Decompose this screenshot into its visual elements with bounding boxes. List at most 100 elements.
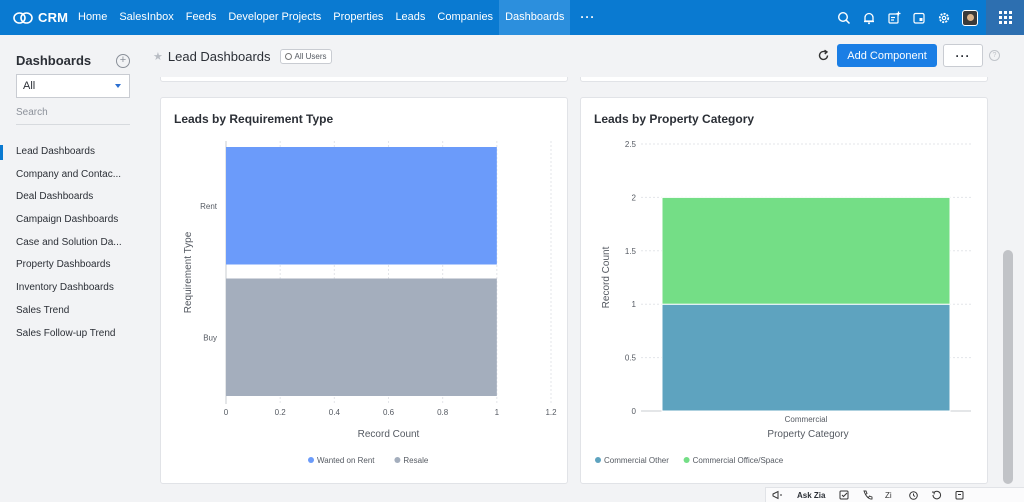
apps-grid-icon[interactable]: [986, 0, 1024, 35]
more-options-button[interactable]: ···: [943, 44, 983, 67]
nav-more-button[interactable]: ···: [580, 10, 596, 24]
history-icon[interactable]: [925, 488, 948, 502]
y-tick-label: 1: [632, 300, 637, 309]
sidebar-item-deal-dashboards[interactable]: Deal Dashboards: [16, 191, 94, 203]
svg-text:Zi: Zi: [885, 491, 892, 500]
chart-card-property-category: Leads by Property Category 0 0.5 1 1.5 2 2.5 C…: [580, 97, 988, 484]
nav-salesinbox[interactable]: SalesInbox: [119, 11, 174, 23]
requirement-type-chart: 0 0.2 0.4 0.6 0.8 1 1.2 Rent Buy Record Count Requ…: [183, 141, 557, 465]
notes-icon[interactable]: [948, 488, 971, 502]
bar-commercial-commercial-office-space: [661, 196, 951, 305]
x-tick-label: 1.2: [545, 408, 557, 417]
bell-icon[interactable]: [856, 0, 881, 35]
x-tick-label: 0.6: [383, 408, 395, 417]
nav-dashboards[interactable]: Dashboards: [499, 0, 571, 35]
page-title: Lead Dashboards: [167, 48, 271, 64]
y-axis-label: Requirement Type: [183, 231, 194, 313]
x-tick-label: 0.8: [437, 408, 449, 417]
y-tick-label: 0: [632, 407, 637, 416]
sidebar-item-campaign-dashboards[interactable]: Campaign Dashboards: [16, 214, 119, 226]
add-dashboard-icon[interactable]: +: [116, 53, 130, 68]
scrollbar-thumb[interactable]: [1003, 250, 1013, 484]
announcement-icon[interactable]: [766, 488, 789, 502]
dashboard-filter-select[interactable]: All: [16, 74, 130, 98]
nav-properties[interactable]: Properties: [333, 11, 384, 23]
x-tick-label: 0: [224, 408, 229, 417]
legend-label: Commercial Other: [604, 456, 669, 465]
bar-rent-wanted-on-rent: [226, 147, 497, 265]
sidebar-search-input[interactable]: Search: [16, 107, 130, 125]
y-tick-label: Buy: [203, 333, 217, 342]
y-tick-label: 2.5: [625, 140, 637, 149]
sidebar-item-inventory-dashboards[interactable]: Inventory Dashboards: [16, 282, 114, 294]
nav-developer-projects[interactable]: Developer Projects: [228, 11, 322, 23]
bottom-toolbar: Ask Zia Zi: [765, 487, 1024, 502]
help-icon[interactable]: ?: [989, 50, 1000, 61]
ask-zia-button[interactable]: Ask Zia: [797, 490, 826, 500]
bar-commercial-commercial-other: [661, 303, 951, 412]
y-tick-label: 1.5: [625, 247, 637, 256]
y-tick-label: Rent: [200, 202, 218, 211]
checklist-icon[interactable]: [833, 488, 856, 502]
x-tick-label: 0.4: [329, 408, 341, 417]
x-axis-label: Record Count: [358, 429, 420, 440]
legend-swatch: [394, 457, 401, 463]
legend-swatch: [595, 457, 601, 463]
legend-swatch: [308, 457, 314, 463]
dashboards-sidebar: Dashboards + All Search Lead Dashboards …: [0, 35, 146, 502]
chevron-down-icon: [115, 84, 121, 88]
y-axis-label: Record Count: [601, 246, 612, 308]
visibility-badge[interactable]: All Users: [279, 48, 332, 64]
refresh-icon[interactable]: [816, 48, 831, 63]
crm-logo[interactable]: CRM: [0, 10, 72, 25]
legend-swatch: [683, 457, 690, 463]
chart-title[interactable]: Leads by Requirement Type: [174, 112, 334, 126]
dashboard-header: ★ Lead Dashboards All Users Add Componen…: [146, 35, 1000, 77]
top-icon-group: [831, 0, 1024, 35]
nav-home[interactable]: Home: [78, 11, 108, 23]
bar-buy-resale: [226, 278, 497, 396]
chart-card-requirement-type: Leads by Requirement Type 0 0.2 0.4 0.6 0.8 1…: [160, 97, 568, 484]
legend-label: Commercial Office/Space: [693, 456, 784, 465]
legend-label: Resale: [403, 456, 428, 465]
search-icon[interactable]: [831, 0, 856, 35]
nav-companies[interactable]: Companies: [437, 11, 494, 23]
crm-logo-icon: [13, 11, 33, 24]
phone-icon[interactable]: [856, 488, 879, 502]
y-tick-label: 0.5: [625, 354, 637, 363]
sidebar-item-sales-follow-up-trend[interactable]: Sales Follow-up Trend: [16, 327, 116, 339]
top-nav-bar: CRM Home SalesInbox Feeds Developer Proj…: [0, 0, 1024, 35]
property-category-chart: 0 0.5 1 1.5 2 2.5 Commercial Property Category R…: [595, 140, 971, 465]
zia-icon[interactable]: Zi: [879, 488, 902, 502]
x-tick-label: 1: [495, 408, 500, 417]
avatar[interactable]: [962, 9, 978, 26]
brand-name: CRM: [38, 10, 69, 25]
star-icon[interactable]: ★: [153, 50, 163, 63]
nav-leads[interactable]: Leads: [395, 11, 426, 23]
sidebar-title: Dashboards: [16, 53, 92, 68]
gear-icon[interactable]: [931, 0, 956, 35]
alarm-clock-icon[interactable]: [902, 488, 925, 502]
globe-icon: [284, 52, 292, 60]
y-tick-label: 2: [632, 193, 637, 202]
chart-title[interactable]: Leads by Property Category: [594, 112, 755, 126]
sidebar-item-sales-trend[interactable]: Sales Trend: [16, 304, 70, 316]
x-tick-label: 0.2: [275, 408, 287, 417]
nav-feeds[interactable]: Feeds: [185, 11, 217, 23]
add-component-button[interactable]: Add Component: [837, 44, 937, 67]
previous-card-bottom: [580, 77, 988, 82]
x-tick-label: Commercial: [785, 415, 828, 424]
sidebar-item-case-solution[interactable]: Case and Solution Da...: [16, 236, 122, 248]
x-axis-label: Property Category: [767, 429, 848, 440]
sidebar-item-property-dashboards[interactable]: Property Dashboards: [16, 259, 111, 271]
add-activity-icon[interactable]: [881, 0, 906, 35]
calendar-icon[interactable]: [906, 0, 931, 35]
legend-label: Wanted on Rent: [317, 456, 375, 465]
filter-value: All: [23, 80, 36, 92]
previous-card-bottom: [160, 77, 568, 82]
sidebar-list: Lead Dashboards Company and Contac... De…: [0, 141, 146, 345]
visibility-label: All Users: [294, 51, 327, 61]
sidebar-item-lead-dashboards[interactable]: Lead Dashboards: [0, 141, 146, 164]
sidebar-header: Dashboards +: [0, 35, 146, 68]
sidebar-item-company-contact[interactable]: Company and Contac...: [16, 168, 122, 180]
